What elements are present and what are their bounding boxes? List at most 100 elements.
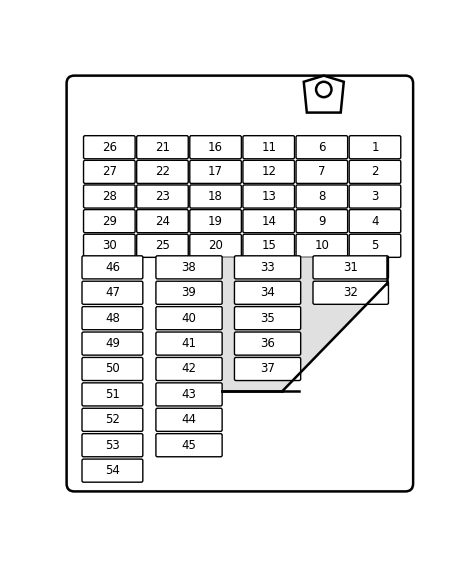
FancyBboxPatch shape bbox=[235, 358, 301, 380]
FancyBboxPatch shape bbox=[243, 209, 294, 233]
FancyBboxPatch shape bbox=[296, 209, 347, 233]
FancyBboxPatch shape bbox=[190, 209, 241, 233]
FancyBboxPatch shape bbox=[296, 160, 347, 183]
FancyBboxPatch shape bbox=[156, 408, 222, 431]
FancyBboxPatch shape bbox=[156, 281, 222, 305]
Text: 39: 39 bbox=[182, 286, 196, 299]
FancyBboxPatch shape bbox=[83, 234, 135, 258]
FancyBboxPatch shape bbox=[235, 332, 301, 355]
Text: 14: 14 bbox=[261, 215, 276, 228]
FancyBboxPatch shape bbox=[235, 256, 301, 279]
FancyBboxPatch shape bbox=[156, 383, 222, 406]
Text: 36: 36 bbox=[260, 337, 275, 350]
Text: 48: 48 bbox=[105, 312, 120, 325]
FancyBboxPatch shape bbox=[83, 185, 135, 208]
Text: 13: 13 bbox=[261, 190, 276, 203]
Text: 22: 22 bbox=[155, 165, 170, 178]
Text: 15: 15 bbox=[261, 239, 276, 252]
FancyBboxPatch shape bbox=[243, 136, 294, 159]
FancyBboxPatch shape bbox=[190, 160, 241, 183]
FancyBboxPatch shape bbox=[82, 459, 143, 482]
Text: 34: 34 bbox=[260, 286, 275, 299]
Text: 33: 33 bbox=[260, 261, 275, 274]
Text: 47: 47 bbox=[105, 286, 120, 299]
Text: 32: 32 bbox=[343, 286, 358, 299]
FancyBboxPatch shape bbox=[313, 256, 389, 279]
FancyBboxPatch shape bbox=[156, 256, 222, 279]
FancyBboxPatch shape bbox=[190, 136, 241, 159]
Text: 31: 31 bbox=[343, 261, 358, 274]
Text: 23: 23 bbox=[155, 190, 170, 203]
Text: 50: 50 bbox=[105, 362, 120, 375]
Text: 44: 44 bbox=[182, 413, 197, 426]
FancyBboxPatch shape bbox=[243, 234, 294, 258]
Text: 54: 54 bbox=[105, 464, 120, 477]
Polygon shape bbox=[304, 76, 344, 113]
Text: 11: 11 bbox=[261, 141, 276, 154]
Text: 49: 49 bbox=[105, 337, 120, 350]
Text: 53: 53 bbox=[105, 439, 120, 452]
FancyBboxPatch shape bbox=[349, 160, 401, 183]
FancyBboxPatch shape bbox=[349, 185, 401, 208]
FancyBboxPatch shape bbox=[190, 234, 241, 258]
Text: 38: 38 bbox=[182, 261, 196, 274]
Text: 29: 29 bbox=[102, 215, 117, 228]
Text: 3: 3 bbox=[371, 190, 379, 203]
Text: 27: 27 bbox=[102, 165, 117, 178]
Text: 20: 20 bbox=[208, 239, 223, 252]
Text: 5: 5 bbox=[371, 239, 379, 252]
Text: 42: 42 bbox=[182, 362, 197, 375]
Text: 37: 37 bbox=[260, 362, 275, 375]
Text: 16: 16 bbox=[208, 141, 223, 154]
Text: 12: 12 bbox=[261, 165, 276, 178]
Text: 35: 35 bbox=[260, 312, 275, 325]
Text: 18: 18 bbox=[208, 190, 223, 203]
FancyBboxPatch shape bbox=[137, 209, 188, 233]
FancyBboxPatch shape bbox=[82, 281, 143, 305]
Text: 51: 51 bbox=[105, 388, 120, 401]
Text: 41: 41 bbox=[182, 337, 197, 350]
FancyBboxPatch shape bbox=[82, 358, 143, 380]
Text: 2: 2 bbox=[371, 165, 379, 178]
Text: 17: 17 bbox=[208, 165, 223, 178]
FancyBboxPatch shape bbox=[235, 281, 301, 305]
FancyBboxPatch shape bbox=[82, 307, 143, 330]
Text: 40: 40 bbox=[182, 312, 196, 325]
FancyBboxPatch shape bbox=[83, 209, 135, 233]
FancyBboxPatch shape bbox=[296, 136, 347, 159]
FancyBboxPatch shape bbox=[349, 209, 401, 233]
FancyBboxPatch shape bbox=[137, 185, 188, 208]
Text: 6: 6 bbox=[318, 141, 326, 154]
Text: 10: 10 bbox=[314, 239, 329, 252]
FancyBboxPatch shape bbox=[190, 185, 241, 208]
FancyBboxPatch shape bbox=[83, 136, 135, 159]
FancyBboxPatch shape bbox=[66, 76, 413, 491]
FancyBboxPatch shape bbox=[296, 234, 347, 258]
Text: 26: 26 bbox=[102, 141, 117, 154]
FancyBboxPatch shape bbox=[82, 332, 143, 355]
Text: 25: 25 bbox=[155, 239, 170, 252]
FancyBboxPatch shape bbox=[82, 434, 143, 457]
Text: 30: 30 bbox=[102, 239, 117, 252]
FancyBboxPatch shape bbox=[235, 307, 301, 330]
FancyBboxPatch shape bbox=[296, 185, 347, 208]
Text: 43: 43 bbox=[182, 388, 196, 401]
Text: 8: 8 bbox=[318, 190, 326, 203]
FancyBboxPatch shape bbox=[243, 160, 294, 183]
Text: 28: 28 bbox=[102, 190, 117, 203]
FancyBboxPatch shape bbox=[83, 160, 135, 183]
FancyBboxPatch shape bbox=[349, 234, 401, 258]
FancyBboxPatch shape bbox=[313, 281, 389, 305]
Text: 24: 24 bbox=[155, 215, 170, 228]
Text: 4: 4 bbox=[371, 215, 379, 228]
FancyBboxPatch shape bbox=[82, 408, 143, 431]
FancyBboxPatch shape bbox=[68, 77, 411, 490]
Text: 19: 19 bbox=[208, 215, 223, 228]
FancyBboxPatch shape bbox=[243, 185, 294, 208]
Circle shape bbox=[316, 82, 331, 97]
FancyBboxPatch shape bbox=[137, 160, 188, 183]
Polygon shape bbox=[222, 258, 387, 391]
Text: 52: 52 bbox=[105, 413, 120, 426]
FancyBboxPatch shape bbox=[137, 234, 188, 258]
FancyBboxPatch shape bbox=[137, 136, 188, 159]
